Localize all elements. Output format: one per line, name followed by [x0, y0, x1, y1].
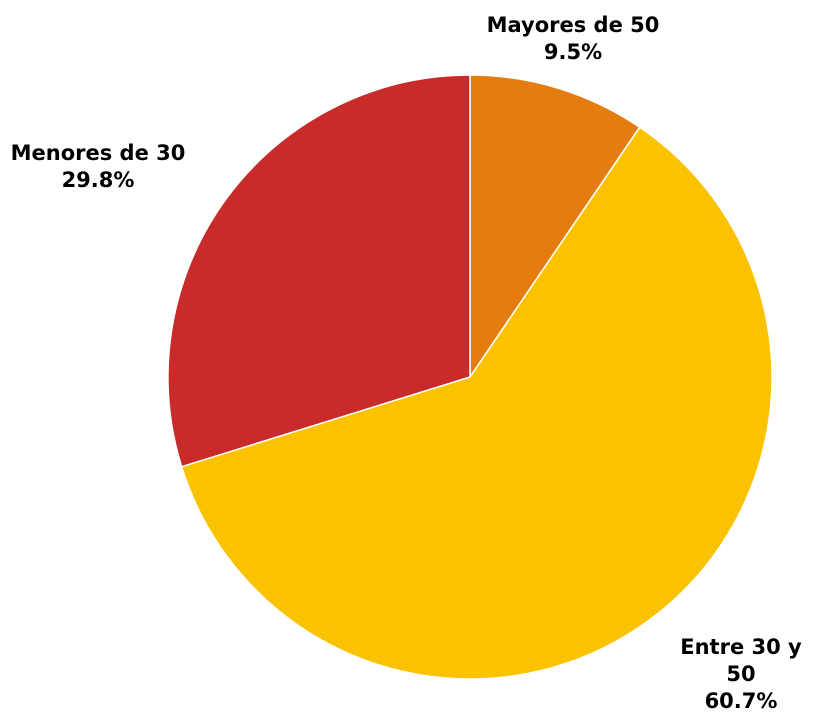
- slice-value-label: 9.5%: [544, 40, 602, 64]
- slice-value-label: 60.7%: [705, 689, 778, 713]
- slice-category-label: Mayores de 50: [487, 13, 660, 37]
- pie-slice-menores-de-30: [167, 74, 471, 468]
- slice-category-label: 50: [726, 662, 755, 686]
- pie-slice-mayores-de-50: [469, 74, 641, 380]
- slice-label-mayores-de-50: Mayores de 50 9.5%: [487, 13, 660, 64]
- slices-layer: [167, 74, 773, 680]
- pie-slice-entre-30-y-50: [180, 126, 773, 680]
- slice-label-entre-30-y-50: Entre 30 y 50 60.7%: [680, 635, 802, 713]
- slice-value-label: 29.8%: [62, 168, 135, 192]
- slice-category-label: Menores de 30: [11, 141, 186, 165]
- slice-label-menores-de-30: Menores de 30 29.8%: [11, 141, 186, 192]
- labels-layer: Mayores de 50 9.5% Entre 30 y 50 60.7% Menore…: [11, 13, 802, 713]
- slice-category-label: Entre 30 y: [680, 635, 802, 659]
